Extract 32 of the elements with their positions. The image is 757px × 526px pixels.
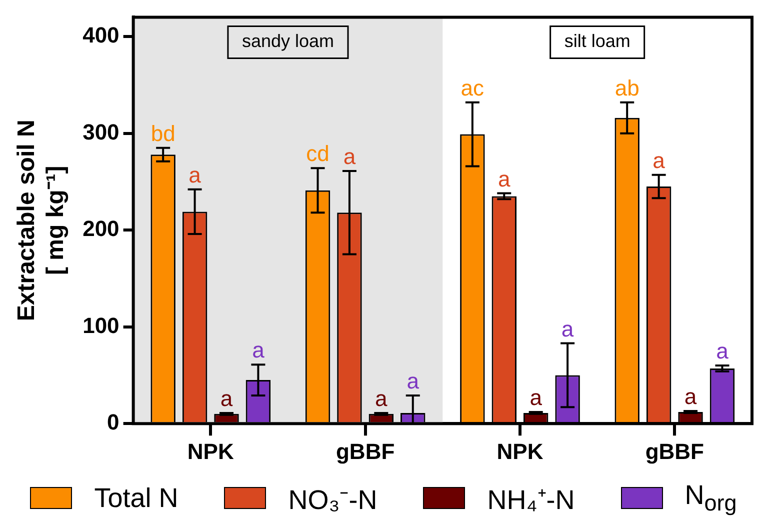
data-label: bd [150,120,176,146]
legend-label: Total N [94,482,178,514]
x-tick-label: gBBF [645,438,704,464]
y-tick-label: 300 [82,119,120,144]
x-tick-label: NPK [187,438,234,464]
annotation: silt loam [564,31,630,52]
data-label: a [684,384,698,410]
data-label: a [375,386,388,412]
y-axis-title: Extractable soil N [ mg kg⁻¹] [13,120,69,322]
band-label: sandy loam [242,31,334,52]
data-label: a [343,144,356,170]
y-tick-label: 100 [82,312,120,338]
data-label: a [498,166,512,192]
legend-label: NO₃⁻-N [288,484,378,516]
y-tick-label: 400 [82,22,120,48]
legend-label: NH₄⁺-N [487,484,575,516]
data-label: ac [460,75,484,100]
data-label: ab [614,75,640,100]
data-label: a [188,162,202,188]
data-label: a [252,338,266,363]
legend-label: N$_{org}$ [684,480,737,516]
y-tick-label: 0 [107,410,120,435]
data-label: a [530,385,543,410]
x-tick-label: NPK [496,438,544,464]
data-label: a [220,386,234,412]
data-label: a [406,368,420,394]
data-label: cd [306,141,330,166]
y-tick-label: 200 [82,216,120,242]
data-label: a [652,148,666,173]
data-label: a [561,316,574,342]
data-label: a [716,338,730,364]
x-tick-label: gBBF [336,438,395,464]
